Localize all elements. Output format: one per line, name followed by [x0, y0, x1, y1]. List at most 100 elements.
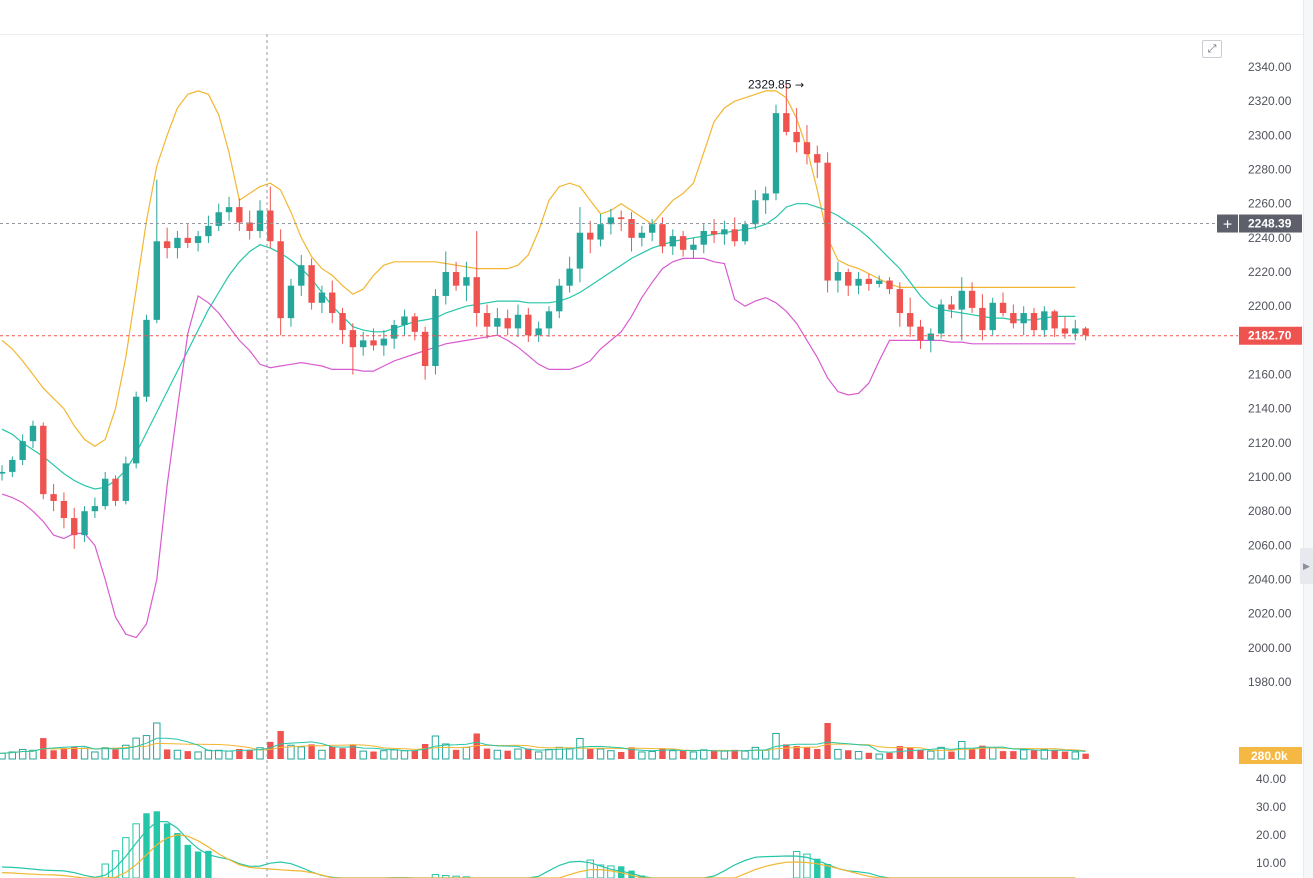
volume-bar	[989, 747, 997, 760]
candle	[483, 304, 491, 339]
volume-bar	[163, 749, 171, 759]
volume-bar	[80, 747, 89, 760]
volume-value-label: 280.0k	[1251, 749, 1288, 763]
expand-icon[interactable]: ⤢	[1202, 40, 1222, 58]
candle	[473, 231, 480, 327]
price-tick-label: 1980.00	[1248, 675, 1292, 689]
candle	[906, 297, 914, 337]
volume-bar	[834, 748, 842, 760]
candle	[597, 213, 604, 247]
oscillator-bar	[607, 865, 615, 878]
candle	[163, 227, 171, 259]
candle	[1041, 306, 1048, 337]
volume-bar	[308, 744, 315, 759]
volume-bar	[545, 748, 553, 760]
volume-bar	[618, 751, 625, 759]
oscillator-bar	[122, 837, 130, 878]
candle	[628, 212, 635, 252]
candle	[556, 278, 563, 319]
volume-bar	[452, 749, 460, 759]
volume-bar	[534, 751, 543, 760]
crosshair-plus-icon[interactable]	[1217, 214, 1238, 233]
bollinger-upper-line	[1, 90, 1076, 448]
candle	[1061, 316, 1069, 339]
candle	[246, 210, 253, 240]
candle	[731, 217, 738, 247]
candle	[360, 331, 367, 356]
candle	[91, 497, 99, 519]
candlestick-series	[0, 84, 1089, 549]
candle	[318, 285, 326, 314]
volume-bar	[628, 747, 635, 759]
collapse-panel-handle[interactable]: ▶	[1300, 548, 1313, 584]
volume-bar	[18, 748, 27, 760]
volume-bar	[204, 749, 213, 760]
candle	[370, 328, 377, 351]
volume-bar	[122, 744, 130, 760]
volume-bar	[71, 746, 78, 759]
volume-bar	[277, 730, 284, 759]
candle	[690, 237, 697, 259]
candle	[855, 272, 862, 295]
candle	[153, 179, 160, 324]
volume-bar	[514, 748, 522, 760]
volume-bar	[370, 751, 377, 759]
candle	[1051, 309, 1058, 337]
price-tick-label: 2160.00	[1248, 368, 1292, 382]
candle	[752, 190, 759, 230]
candle	[514, 304, 522, 337]
oscillator-tick-label: 40.00	[1256, 772, 1286, 786]
candle	[845, 268, 852, 296]
candle	[432, 289, 439, 375]
candle	[545, 306, 553, 337]
candle	[504, 309, 511, 336]
volume-bar	[411, 750, 418, 759]
candle	[411, 313, 418, 341]
candle	[205, 215, 212, 243]
volume-bar	[679, 750, 687, 759]
volume-bar	[287, 744, 295, 760]
volume-bar	[1061, 751, 1069, 759]
candle	[772, 104, 780, 201]
price-tick-label: 2000.00	[1248, 641, 1292, 655]
volume-bar	[349, 744, 357, 759]
volume-bar	[854, 751, 863, 760]
volume-bar	[906, 747, 914, 759]
candle	[421, 326, 429, 380]
volume-bar	[886, 752, 893, 759]
candle	[277, 229, 284, 336]
candle	[535, 321, 542, 343]
candle	[607, 208, 615, 235]
candle	[19, 434, 26, 466]
candle	[380, 330, 388, 356]
price-tick-label: 2260.00	[1248, 197, 1292, 211]
volume-bar	[958, 740, 966, 760]
candle	[339, 307, 346, 344]
volume-bar	[751, 746, 760, 760]
candle	[29, 420, 37, 448]
candle	[184, 224, 191, 249]
oscillator-bar	[792, 850, 801, 878]
volume-bar	[761, 749, 770, 760]
candle	[803, 125, 811, 165]
volume-bar	[493, 749, 502, 760]
volume-bar	[1019, 749, 1028, 760]
volume-bar	[1010, 751, 1017, 759]
candle	[401, 309, 408, 336]
candle	[638, 225, 646, 247]
plus-icon[interactable]: +	[1223, 217, 1232, 234]
candle	[824, 152, 831, 293]
volume-bar	[968, 749, 976, 759]
candle	[741, 220, 749, 245]
candle	[9, 456, 16, 478]
volume-bar	[29, 749, 37, 760]
candle	[896, 282, 904, 327]
candle	[958, 277, 965, 341]
candle	[814, 145, 821, 179]
volume-bar	[659, 748, 666, 759]
volume-bar	[845, 750, 852, 759]
volume-bar	[999, 751, 1007, 759]
candle	[679, 231, 687, 257]
candle	[669, 229, 676, 255]
